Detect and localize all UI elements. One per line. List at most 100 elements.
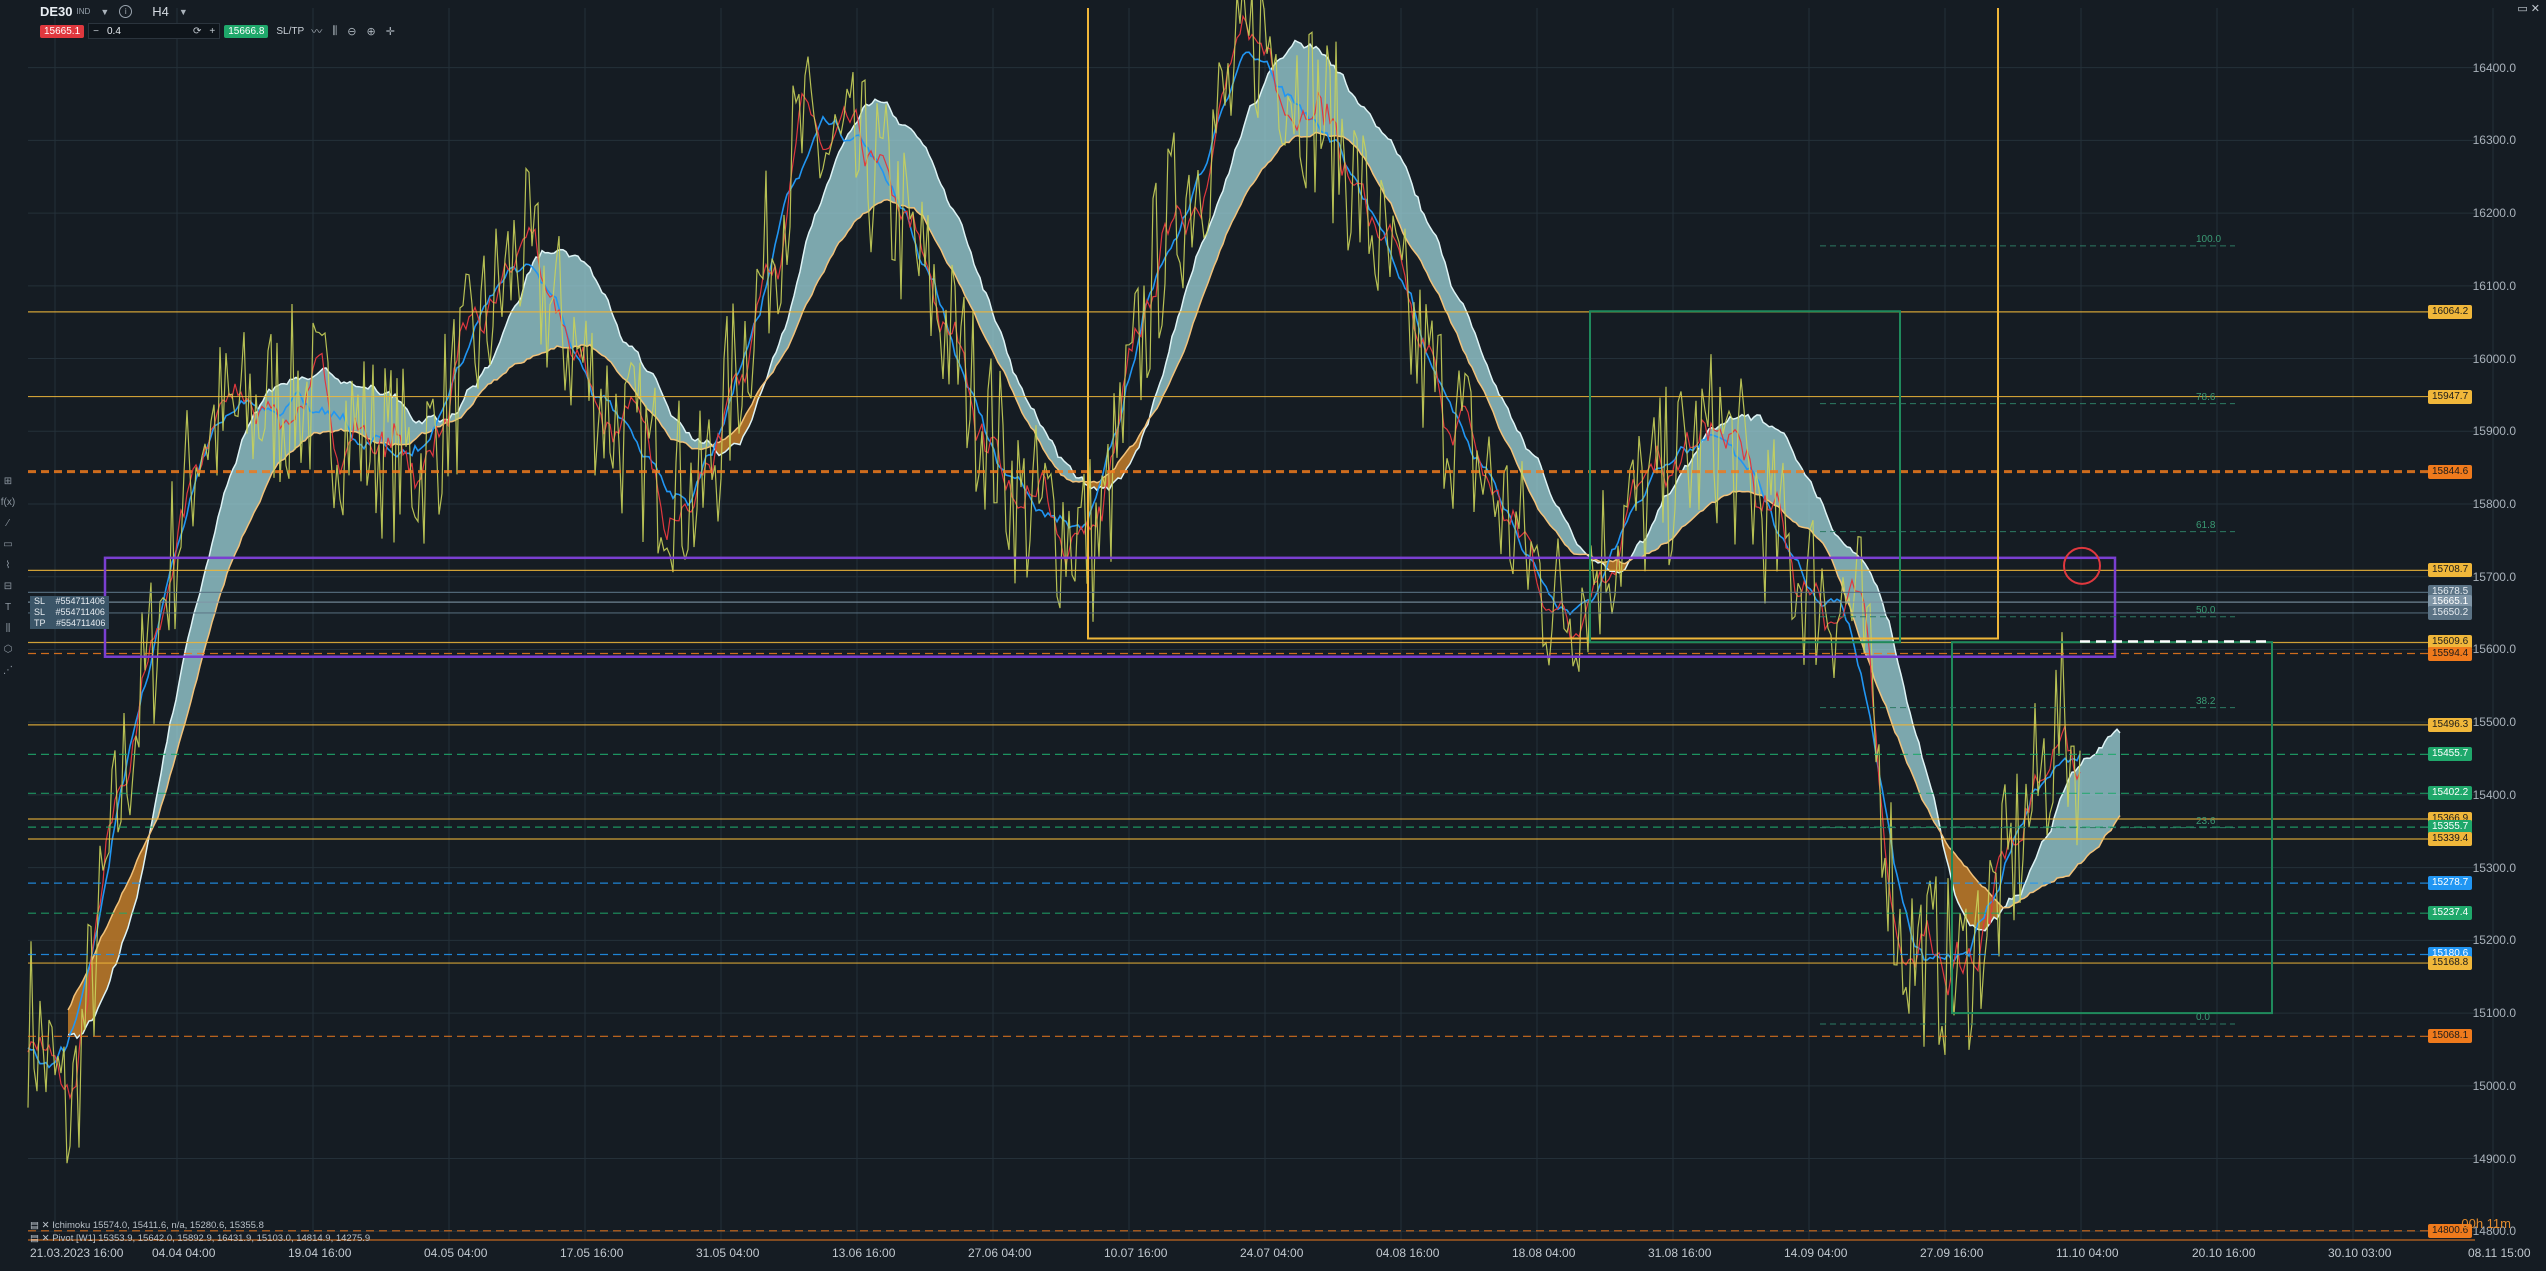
drawing-tool-icon[interactable]: ▭ [3, 539, 13, 550]
kumo-segment [416, 420, 419, 439]
volume-input[interactable]: 0.4 [107, 25, 121, 37]
kumo-segment [215, 517, 218, 613]
price-tag: 15402.2 [2428, 786, 2473, 801]
kumo-segment [986, 292, 989, 345]
kumo-segment [956, 213, 959, 284]
price-tag: 15278.7 [2428, 876, 2473, 891]
kumo-segment [1490, 373, 1493, 412]
reset-icon[interactable]: ⟳ [193, 25, 202, 37]
chart-grid [28, 8, 2494, 1241]
time-axis-label: 04.08 16:00 [1376, 1246, 1440, 1260]
kumo-segment [218, 506, 221, 602]
kumo-segment [1214, 204, 1217, 267]
kumo-segment [1805, 474, 1808, 529]
kumo-segment [2063, 786, 2066, 878]
kumo-segment [815, 209, 818, 287]
kumo-segment [1916, 734, 1919, 792]
drawing-tool-icon[interactable]: T [4, 602, 12, 613]
kumo-segment [1223, 179, 1226, 244]
indicator-ichimoku[interactable]: ▤ ✕ Ichimoku 15574.0, 15411.6, n/a, 1528… [30, 1220, 264, 1231]
zoom-in-icon[interactable]: ⊕ [366, 25, 376, 38]
sltp-button[interactable]: SL/TP [276, 25, 305, 37]
price-axis-label: 14800.0 [2472, 1224, 2516, 1239]
drawing-tool-icon[interactable]: ⌇ [5, 560, 11, 571]
kumo-segment [590, 267, 593, 349]
kumo-segment [782, 328, 785, 357]
kumo-segment [1517, 430, 1520, 470]
kumo-segment [209, 543, 212, 634]
kumo-segment [170, 712, 173, 776]
kumo-segment [1763, 422, 1766, 500]
kumo-segment [587, 264, 590, 347]
kumo-segment [968, 245, 971, 307]
kumo-segment [1424, 214, 1427, 273]
kumo-segment [869, 103, 872, 212]
kumo-segment [911, 128, 914, 208]
timeframe-selector[interactable]: H4 [152, 4, 169, 19]
zoom-out-icon[interactable]: ⊖ [347, 25, 357, 38]
kumo-segment [203, 567, 206, 655]
crosshair-icon[interactable]: ✛ [385, 25, 395, 38]
window-controls[interactable]: ▭ ✕ [2517, 3, 2540, 15]
drawn-shapes[interactable] [103, 8, 2273, 1025]
drawing-tool-icon[interactable]: ⁄ [7, 518, 9, 529]
price-axis-label: 15900.0 [2472, 424, 2516, 439]
marker-circle[interactable] [2063, 546, 2101, 585]
green-rectangle[interactable] [1589, 310, 1901, 644]
kumo-segment [1790, 445, 1793, 522]
kumo-segment [620, 335, 623, 379]
kumo-segment [812, 214, 815, 295]
kumo-segment [1442, 254, 1445, 310]
kumo-segment [1547, 484, 1550, 526]
volume-stepper[interactable]: − 0.4 ⟳ + [88, 23, 221, 39]
indicators-icon[interactable]: ⫼ [332, 24, 338, 37]
kumo-segment [821, 193, 824, 277]
volume-decrease-button[interactable]: − [93, 25, 99, 37]
drawing-tool-icon[interactable]: f(x) [0, 497, 16, 508]
symbol-name[interactable]: DE30 [40, 4, 73, 19]
kumo-segment [1268, 69, 1271, 163]
volume-increase-button[interactable]: + [209, 25, 216, 37]
kumo-segment [953, 209, 956, 277]
kumo-segment [1955, 853, 1958, 903]
kumo-segment [623, 341, 626, 381]
kumo-segment [2060, 793, 2063, 878]
kumo-segment [1676, 477, 1679, 535]
kumo-segment [239, 439, 242, 546]
time-axis-label: 30.10 03:00 [2328, 1246, 2392, 1260]
time-axis-label: 17.05 16:00 [560, 1246, 624, 1260]
indicator-pivot[interactable]: ▤ ✕ Pivot [W1] 15353.9, 15642.0, 15892.9… [30, 1233, 371, 1244]
sell-button[interactable]: 15665.1 [40, 24, 85, 38]
drawing-tool-icon[interactable]: ⊟ [3, 581, 13, 592]
drawing-tool-icon[interactable]: ⬡ [3, 644, 13, 655]
kijun-line [27, 51, 2081, 1069]
kumo-segment [1094, 481, 1097, 491]
order-label[interactable]: SL #554711406 [30, 596, 109, 607]
kumo-segment [248, 421, 251, 526]
order-label[interactable]: SL #554711406 [30, 607, 109, 618]
time-axis-label: 24.07 04:00 [1240, 1246, 1304, 1260]
buy-button[interactable]: 15666.8 [224, 24, 269, 38]
kumo-segment [1208, 221, 1211, 283]
kumo-segment [533, 256, 536, 357]
kumo-segment [2111, 732, 2114, 831]
timeframe-dropdown-icon[interactable]: ▼ [178, 6, 188, 17]
kumo-segment [1541, 466, 1544, 517]
kumo-segment [689, 432, 692, 449]
price-tag: 15650.2 [2428, 605, 2473, 620]
info-icon[interactable]: i [119, 5, 133, 18]
time-axis-label: 14.09 04:00 [1784, 1246, 1848, 1260]
kumo-segment [1652, 519, 1655, 552]
kumo-segment [506, 316, 509, 373]
symbol-dropdown-icon[interactable]: ▼ [100, 6, 110, 17]
drawing-tool-icon[interactable]: ⊞ [3, 476, 13, 487]
line-chart-icon[interactable]: 〰 [311, 26, 323, 38]
drawing-tool-icon[interactable]: ⋰ [3, 665, 13, 676]
yellow-bracket[interactable] [1087, 8, 1999, 640]
kumo-segment [1343, 74, 1346, 139]
order-label[interactable]: TP #554711406 [30, 618, 110, 629]
horizontal-levels[interactable] [28, 311, 2443, 1232]
drawing-tool-icon[interactable]: ⫼ [5, 623, 11, 634]
kumo-segment [1046, 432, 1049, 459]
